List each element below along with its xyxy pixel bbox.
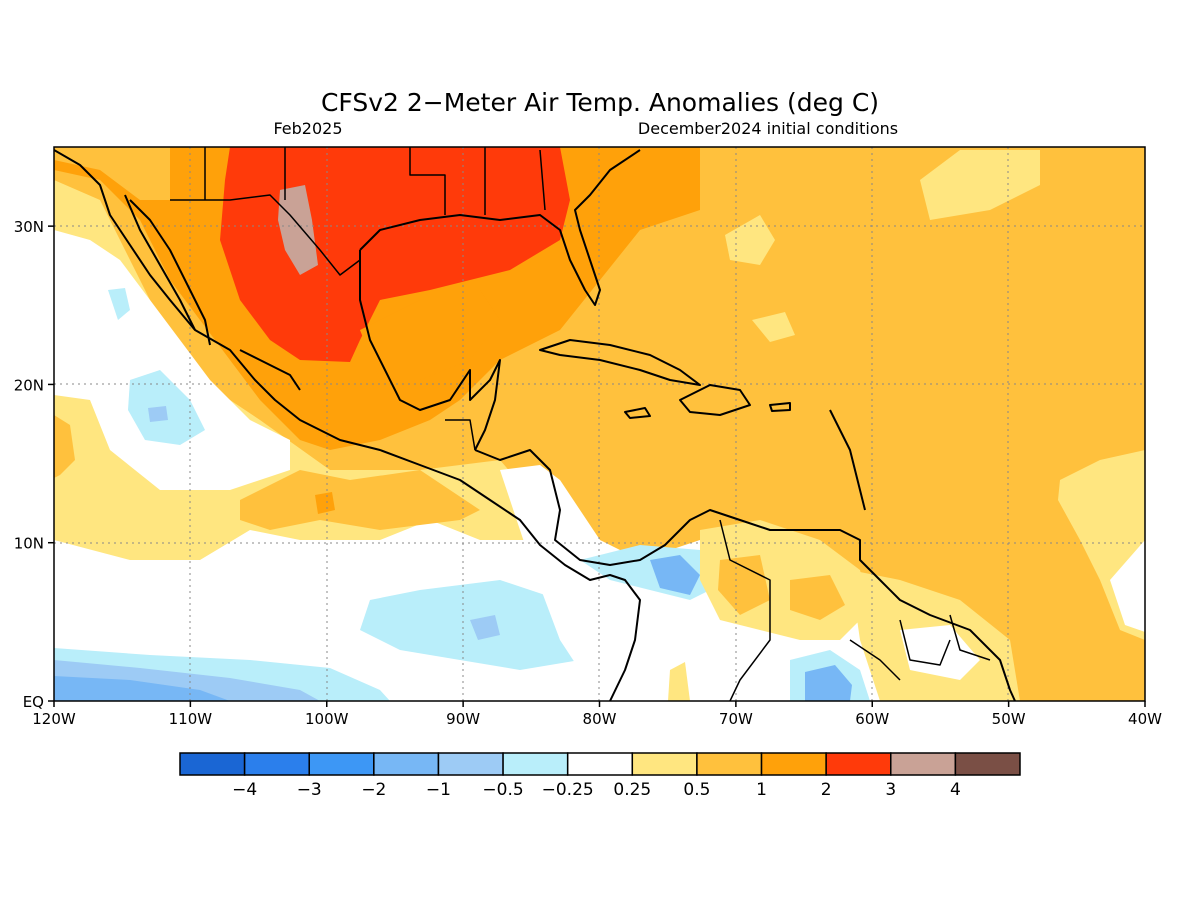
coastline-baja-california <box>124 194 211 346</box>
colorbar-swatch <box>825 752 892 776</box>
anomaly-region-mexico-warm-inner <box>360 290 500 380</box>
y-tick-label: 20N <box>14 376 44 394</box>
anomaly-region-venezuela-warm <box>718 555 770 615</box>
coastline-caribbean-central-america <box>474 449 1016 701</box>
y-tick-label: 30N <box>14 218 44 236</box>
coastline-cuba <box>539 339 701 386</box>
colorbar-label: 0.5 <box>683 780 710 800</box>
coastline-hispaniola <box>679 384 751 416</box>
anomaly-region-pacific-warm-spot <box>315 492 335 514</box>
anomaly-region-west-light-warm-spot <box>54 415 75 478</box>
anomaly-region-amazon-cool-2 <box>805 665 852 701</box>
x-tick-label: 80W <box>583 710 617 728</box>
x-tick-label: 50W <box>992 710 1026 728</box>
y-tick-label: 10N <box>14 535 44 553</box>
colorbar-swatch <box>566 752 634 776</box>
map-plot-area <box>54 147 1145 701</box>
colorbar-swatch <box>179 752 246 776</box>
borders-americas <box>170 147 991 701</box>
colorbar-label: 1 <box>756 780 767 800</box>
colorbar-label: 3 <box>885 780 896 800</box>
colorbar: −4 −3 −2 −1 −0.5 −0.25 0.25 0.5 1 2 3 4 <box>179 752 1021 800</box>
anomaly-region-south-neutral-spot <box>420 680 455 701</box>
map-grid <box>54 147 1145 701</box>
colorbar-label: 2 <box>821 780 832 800</box>
colorbar-swatch <box>502 752 569 776</box>
coastline-jamaica-pr <box>624 402 791 419</box>
colorbar-swatch <box>760 752 827 776</box>
anomaly-region-texas-extreme <box>278 185 318 275</box>
coastline-gulf-of-mexico <box>239 149 641 451</box>
x-tick-label: 110W <box>169 710 213 728</box>
colorbar-swatch <box>631 752 698 776</box>
map-title: CFSv2 2−Meter Air Temp. Anomalies (deg C… <box>321 88 879 117</box>
colorbar-swatch <box>696 752 763 776</box>
map-y-axis: EQ 10N 20N 30N <box>14 218 54 711</box>
colorbar-label: 4 <box>950 780 961 800</box>
colorbar-label: −3 <box>297 780 322 800</box>
colorbar-label: −4 <box>232 780 257 800</box>
anomaly-region-colombia-cool <box>650 555 700 595</box>
colorbar-swatch <box>890 752 957 776</box>
anomaly-region-pacific-cool-2 <box>128 370 205 445</box>
anomaly-region-pacific-cool-spot2 <box>148 406 168 422</box>
x-tick-label: 60W <box>855 710 889 728</box>
anomaly-region-pacific-cool-spot <box>470 615 500 640</box>
coastlines <box>54 147 1016 701</box>
y-tick-label: EQ <box>23 693 44 711</box>
colorbar-label: −1 <box>426 780 451 800</box>
anomaly-region-colombia-light-warm-spot <box>668 662 690 701</box>
anomaly-region-guyana-neutral <box>900 625 980 680</box>
anomaly-region-atlantic-light-warm-spot <box>725 215 775 265</box>
colorbar-swatch <box>243 752 310 776</box>
coastline-lesser-antilles <box>829 409 866 511</box>
x-tick-label: 40W <box>1128 710 1162 728</box>
coastline-pacific-mexico-central-america <box>54 149 641 701</box>
x-tick-label: 90W <box>446 710 480 728</box>
colorbar-label: −0.5 <box>482 780 523 800</box>
anomaly-region-venezuela-warm-2 <box>790 575 845 620</box>
anomaly-region-equatorial-cool-c <box>54 676 230 701</box>
anomaly-region-northeast-light-warm <box>920 150 1040 220</box>
anomaly-region-atlantic-light-warm-spot2 <box>752 312 795 342</box>
colorbar-label: −2 <box>361 780 386 800</box>
x-tick-label: 120W <box>32 710 76 728</box>
anomaly-region-north-moderate-warm <box>54 147 170 200</box>
colorbar-swatch <box>437 752 504 776</box>
map-x-axis: 120W 110W 100W 90W 80W 70W 60W 50W 40W <box>32 701 1162 728</box>
anomaly-region-east-atlantic-neutral <box>1110 540 1145 632</box>
colorbar-swatch <box>308 752 375 776</box>
x-tick-label: 70W <box>719 710 753 728</box>
map-subtitle-date: Feb2025 <box>273 119 342 138</box>
map-subtitle-conditions: December2024 initial conditions <box>638 119 898 138</box>
anomaly-region-pacific-warm-tongue <box>240 470 480 530</box>
colorbar-label: 0.25 <box>613 780 651 800</box>
anomaly-region-southeast-very-warm <box>520 175 562 222</box>
x-tick-label: 100W <box>305 710 349 728</box>
colorbar-swatch <box>954 752 1021 776</box>
colorbar-label: −0.25 <box>542 780 594 800</box>
colorbar-swatch <box>373 752 440 776</box>
anomaly-region-pacific-cool-3 <box>108 288 130 320</box>
